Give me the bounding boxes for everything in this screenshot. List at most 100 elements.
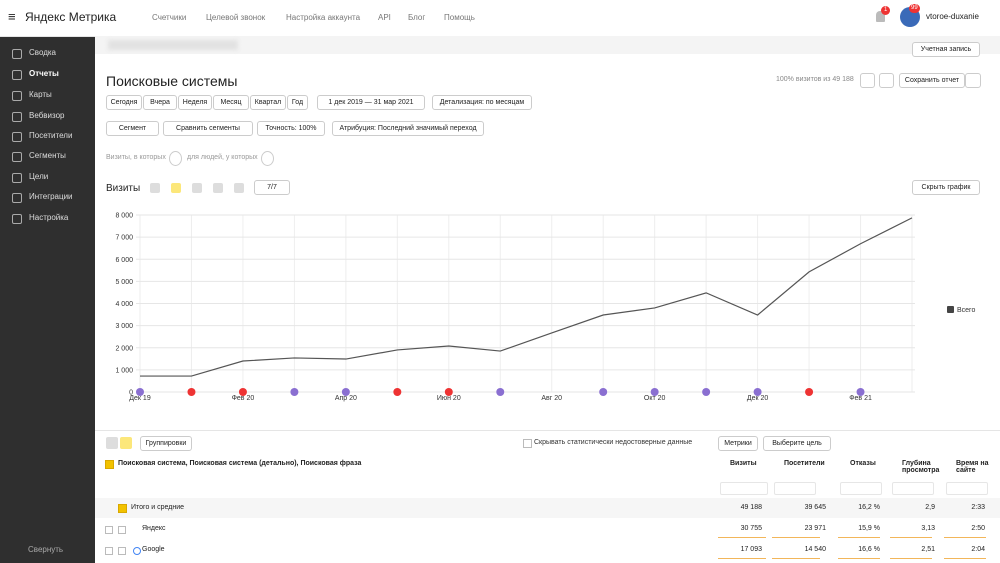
detail-select[interactable]: Детализация: по месяцам	[432, 95, 532, 110]
sidebar-icon	[12, 152, 22, 162]
column-header[interactable]: Отказы	[850, 460, 876, 467]
cell-bar	[718, 537, 766, 538]
line-series	[140, 217, 913, 377]
chart-type-line[interactable]	[171, 183, 181, 193]
goal-select[interactable]: Выберите цель	[763, 436, 831, 451]
add-condition[interactable]	[261, 151, 274, 166]
annotation	[856, 388, 865, 396]
legend-label: Всего	[957, 307, 975, 314]
cell-bar	[772, 558, 820, 559]
annotation	[650, 388, 659, 396]
annotation	[290, 388, 299, 396]
export-button[interactable]	[879, 73, 894, 88]
account-button[interactable]: Учетная запись	[912, 42, 980, 57]
cell: 23 971	[804, 525, 826, 532]
view-tree[interactable]	[120, 437, 132, 449]
series-count[interactable]: 7/7	[254, 180, 290, 195]
filter-button[interactable]: Точность: 100%	[257, 121, 325, 136]
checkbox[interactable]	[118, 526, 126, 534]
nav-link[interactable]: Целевой звонок	[206, 13, 266, 22]
sidebar-item[interactable]: Настройка	[29, 213, 69, 222]
period-button[interactable]: Вчера	[143, 95, 177, 110]
nav-link[interactable]: Счетчики	[152, 13, 187, 22]
history-button[interactable]	[860, 73, 875, 88]
filter-button[interactable]: Сравнить сегменты	[163, 121, 253, 136]
period-button[interactable]: Сегодня	[106, 95, 142, 110]
y-tick-label: 2 000	[115, 345, 133, 352]
column-header[interactable]: Время на сайте	[956, 460, 989, 474]
bell	[876, 11, 885, 22]
sidebar-item[interactable]: Интеграции	[29, 192, 73, 201]
cell-bar	[944, 537, 986, 538]
x-tick-label: Фев 20	[232, 395, 255, 402]
y-tick-label: 7 000	[115, 235, 133, 242]
sidebar-item[interactable]: Отчеты	[29, 69, 59, 78]
view-list[interactable]	[106, 437, 118, 449]
period-button[interactable]: Неделя	[178, 95, 212, 110]
nav-link[interactable]: Помощь	[444, 13, 475, 22]
row-label[interactable]: Google	[142, 546, 165, 553]
sidebar-icon	[12, 49, 22, 59]
sidebar-item[interactable]: Карты	[29, 90, 52, 99]
period-button[interactable]: Год	[287, 95, 308, 110]
annotation	[599, 388, 608, 396]
column-tools	[720, 482, 768, 495]
period-button[interactable]: Квартал	[250, 95, 286, 110]
row-icon	[133, 547, 141, 555]
date-range[interactable]: 1 дек 2019 — 31 мар 2021	[317, 95, 425, 110]
metrics-button[interactable]: Метрики	[718, 436, 758, 451]
nav-link[interactable]: API	[378, 13, 391, 22]
username[interactable]: vtoroe-duxanie	[926, 12, 979, 21]
sidebar-item[interactable]: Цели	[29, 172, 49, 181]
row-label[interactable]: Яндекс	[142, 525, 166, 532]
chart-type-pie[interactable]	[150, 183, 160, 193]
column-header[interactable]: Глубина просмотра	[902, 460, 940, 474]
row-label[interactable]: Итого и средние	[131, 504, 185, 511]
chart-type-area[interactable]	[192, 183, 202, 193]
cell-bar	[944, 558, 986, 559]
hide-chart[interactable]: Скрыть график	[912, 180, 980, 195]
sidebar-collapse[interactable]: Свернуть	[28, 545, 64, 554]
cell-bar	[772, 537, 820, 538]
hide-unreliable: Скрывать статистически недостоверные дан…	[534, 439, 693, 446]
filter-button[interactable]: Атрибуция: Последний значимый переход	[332, 121, 484, 136]
checkbox-checked[interactable]	[118, 504, 127, 513]
sidebar-item[interactable]: Посетители	[29, 131, 73, 140]
chart: Дек 19 Фев 20 Апр 20 Июн 20 Авг 20 Окт 20 Дек …	[115, 213, 975, 403]
sidebar-icon	[12, 112, 22, 122]
sidebar-icon	[12, 132, 22, 142]
period-button[interactable]: Месяц	[213, 95, 249, 110]
sidebar-item[interactable]: Сегменты	[29, 151, 66, 160]
condition-people: для людей, у которых	[187, 154, 258, 161]
nav-link[interactable]: Настройка аккаунта	[286, 13, 361, 22]
menu-icon[interactable]: ≡	[8, 9, 16, 24]
chart-type-bars[interactable]	[213, 183, 223, 193]
notification-badge: 1	[881, 6, 891, 15]
sidebar-item[interactable]: Вебвизор	[29, 111, 65, 120]
sidebar	[0, 0, 95, 563]
annotation	[805, 388, 814, 396]
checkbox-checked[interactable]	[105, 460, 114, 469]
visits-share: 100% визитов из 49 188	[776, 76, 854, 83]
column-header[interactable]: Посетители	[784, 460, 825, 467]
logo[interactable]: Яндекс Метрика	[25, 10, 117, 24]
chart-type-map[interactable]	[234, 183, 244, 193]
condition-visits: Визиты, в которых	[106, 154, 166, 161]
filter-button[interactable]: Сегмент	[106, 121, 159, 136]
column-header[interactable]: Визиты	[730, 460, 757, 467]
annotation	[702, 388, 711, 396]
sidebar-item[interactable]: Сводка	[29, 48, 57, 57]
cell-bar	[890, 537, 932, 538]
save-button[interactable]: Сохранить отчет	[899, 73, 965, 88]
sidebar-icon	[12, 214, 22, 224]
nav-link[interactable]: Блог	[408, 13, 426, 22]
groupings-button[interactable]: Группировки	[140, 436, 192, 451]
checkbox[interactable]	[118, 547, 126, 555]
annotation	[187, 388, 196, 396]
save-menu[interactable]	[965, 73, 981, 88]
checkbox[interactable]	[523, 439, 532, 448]
account-bar	[95, 36, 1000, 54]
add-condition[interactable]	[169, 151, 182, 166]
cell-bar	[890, 558, 932, 559]
